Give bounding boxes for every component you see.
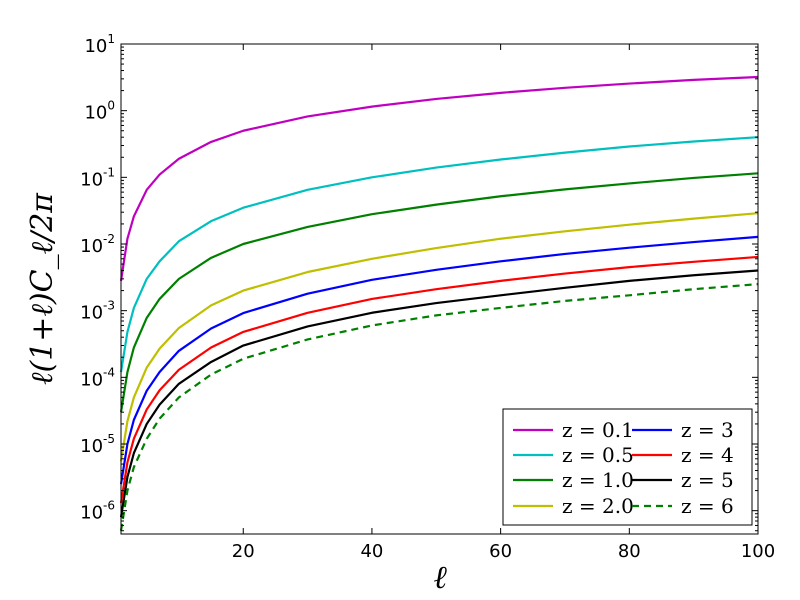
y-tick-exponent: -5: [103, 432, 115, 446]
series-line-5: [119, 255, 759, 504]
legend-label-1: z = 0.5: [562, 443, 634, 467]
y-tick-base: 10: [80, 236, 103, 257]
x-ticks: 20 40 60 80 100: [232, 44, 775, 562]
y-tick-exponent: -1: [103, 165, 115, 179]
legend-label-2: z = 1.0: [562, 468, 634, 492]
x-tick-label: 40: [360, 541, 383, 562]
series-line-7: [119, 283, 759, 531]
x-tick-label: 80: [618, 541, 641, 562]
series-layer: [119, 75, 759, 531]
y-tick-label: 10-4: [80, 365, 115, 390]
legend-label-4: z = 3: [681, 418, 734, 442]
y-tick-label: 10-1: [80, 165, 115, 190]
legend-label-5: z = 4: [681, 443, 734, 467]
y-tick-label: 10-3: [80, 299, 115, 324]
y-tick-exponent: 1: [107, 32, 115, 46]
legend-label-7: z = 6: [681, 494, 734, 518]
y-tick-base: 10: [80, 369, 103, 390]
y-tick-exponent: -6: [103, 499, 115, 513]
y-tick-label: 10-5: [80, 432, 115, 457]
y-tick-exponent: -4: [103, 365, 115, 379]
y-axis-title: ℓ(1+ℓ)C_ℓ/2π: [25, 192, 60, 385]
x-tick-label: 60: [489, 541, 512, 562]
y-tick-base: 10: [84, 103, 107, 124]
y-tick-label: 10-6: [80, 499, 115, 524]
x-tick-label: 100: [741, 541, 775, 562]
y-tick-base: 10: [84, 36, 107, 57]
x-axis-title: ℓ: [433, 558, 447, 596]
y-tick-base: 10: [80, 303, 103, 324]
y-tick-label: 101: [84, 32, 115, 57]
y-tick-exponent: 0: [107, 99, 115, 113]
y-tick-label: 100: [84, 99, 115, 124]
plot-frame: [120, 43, 759, 535]
series-line-3: [119, 212, 759, 462]
series-line-6: [119, 269, 759, 518]
y-tick-exponent: -3: [103, 299, 115, 313]
y-tick-base: 10: [80, 436, 103, 457]
series-line-4: [119, 235, 759, 485]
series-line-2: [119, 172, 759, 413]
series-line-0: [119, 75, 759, 282]
y-tick-exponent: -2: [103, 232, 115, 246]
legend-label-3: z = 2.0: [562, 494, 634, 518]
legend: z = 0.1z = 0.5z = 1.0z = 2.0z = 3z = 4z …: [502, 408, 753, 526]
y-tick-label: 10-2: [80, 232, 115, 257]
legend-label-6: z = 5: [681, 468, 734, 492]
x-tick-label: 20: [232, 541, 255, 562]
series-line-1: [119, 136, 759, 373]
y-tick-base: 10: [80, 503, 103, 524]
y-tick-base: 10: [80, 169, 103, 190]
legend-label-0: z = 0.1: [562, 418, 634, 442]
